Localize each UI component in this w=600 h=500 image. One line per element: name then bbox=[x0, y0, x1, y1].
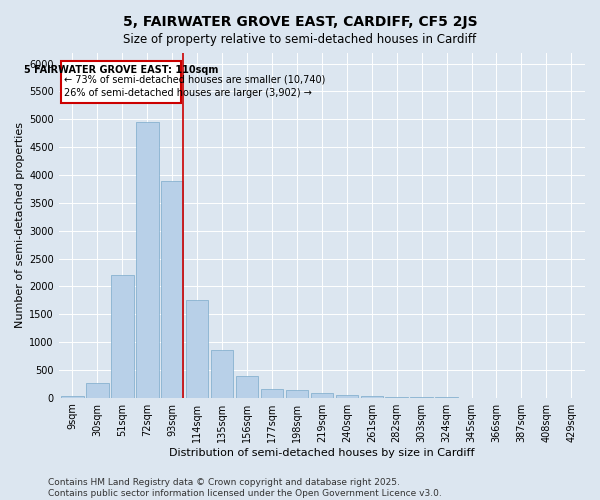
Bar bbox=[186, 300, 208, 398]
Y-axis label: Number of semi-detached properties: Number of semi-detached properties bbox=[15, 122, 25, 328]
Bar bbox=[335, 395, 358, 398]
Bar bbox=[61, 396, 84, 398]
Bar bbox=[211, 350, 233, 398]
Bar bbox=[286, 390, 308, 398]
X-axis label: Distribution of semi-detached houses by size in Cardiff: Distribution of semi-detached houses by … bbox=[169, 448, 475, 458]
Text: ← 73% of semi-detached houses are smaller (10,740): ← 73% of semi-detached houses are smalle… bbox=[64, 74, 325, 84]
Bar bbox=[311, 394, 333, 398]
Bar bbox=[261, 390, 283, 398]
Bar bbox=[161, 180, 184, 398]
Text: Size of property relative to semi-detached houses in Cardiff: Size of property relative to semi-detach… bbox=[124, 32, 476, 46]
Bar bbox=[136, 122, 158, 398]
Bar bbox=[111, 275, 134, 398]
Text: 26% of semi-detached houses are larger (3,902) →: 26% of semi-detached houses are larger (… bbox=[64, 88, 311, 99]
Bar bbox=[385, 397, 408, 398]
Bar bbox=[61, 61, 181, 102]
Text: Contains HM Land Registry data © Crown copyright and database right 2025.
Contai: Contains HM Land Registry data © Crown c… bbox=[48, 478, 442, 498]
Bar bbox=[86, 382, 109, 398]
Text: 5, FAIRWATER GROVE EAST, CARDIFF, CF5 2JS: 5, FAIRWATER GROVE EAST, CARDIFF, CF5 2J… bbox=[122, 15, 478, 29]
Bar bbox=[236, 376, 258, 398]
Text: 5 FAIRWATER GROVE EAST: 110sqm: 5 FAIRWATER GROVE EAST: 110sqm bbox=[24, 66, 218, 76]
Bar bbox=[361, 396, 383, 398]
